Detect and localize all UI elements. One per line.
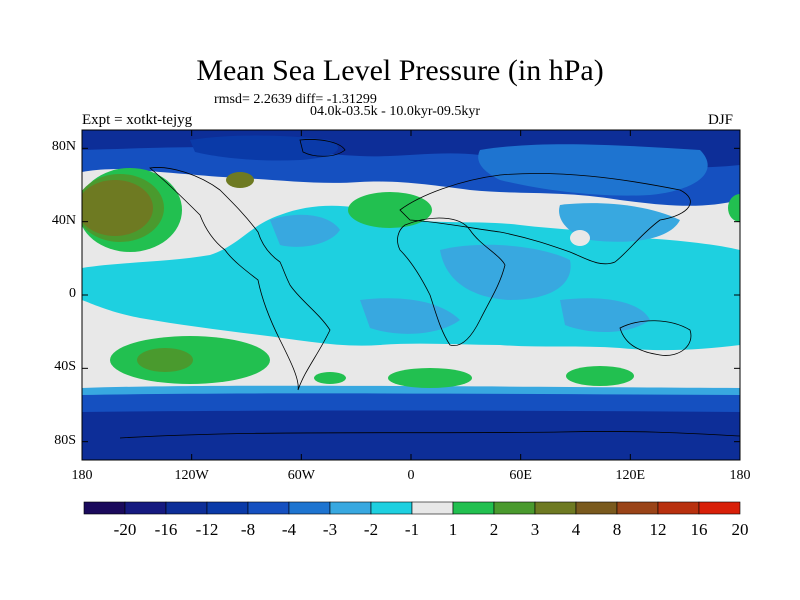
- experiment-label: Expt = xotkt-tejyg: [82, 112, 193, 128]
- indian-ocean-negative-patch: [560, 298, 650, 332]
- atlantic-negative-patch: [270, 214, 340, 247]
- north-america-negative-region: [190, 135, 339, 161]
- colorbar-swatch: [124, 501, 167, 515]
- colorbar-label: 16: [690, 520, 708, 539]
- lat-label: 80N: [51, 139, 76, 155]
- antarctica-coastline: [119, 431, 740, 439]
- coastlines: [119, 139, 740, 439]
- africa-coastline: [397, 217, 506, 347]
- greenland-coastline: [299, 139, 346, 157]
- tibet-neutral-spot: [570, 230, 590, 246]
- north-pacific-positive-core: [82, 180, 153, 236]
- lon-label: 180: [71, 468, 93, 483]
- colorbar-label: -2: [363, 520, 379, 539]
- south-atlantic-positive-patch: [388, 368, 472, 388]
- colorbar-label: -20: [113, 520, 137, 539]
- lon-label: 120E: [615, 468, 646, 483]
- colorbar-label: 1: [448, 520, 458, 539]
- colorbar-label: -3: [322, 520, 338, 539]
- south-atlantic-small-positive: [314, 372, 346, 384]
- south-indian-positive-patch: [566, 366, 634, 386]
- lat-label: 40N: [51, 212, 76, 228]
- colorbar-label: 12: [649, 520, 667, 539]
- lat-label: 80S: [54, 432, 76, 448]
- colorbar-swatch: [657, 501, 700, 515]
- colorbar-swatch: [247, 501, 290, 515]
- colorbar-label: -4: [281, 520, 297, 539]
- asia-negative-patch: [559, 203, 680, 242]
- pressure-anomaly-field: [82, 130, 740, 460]
- canada-positive-patch: [226, 172, 254, 188]
- colorbar-swatch: [329, 501, 372, 515]
- colorbar-swatch: [616, 501, 659, 515]
- colorbar-swatch: [534, 501, 577, 515]
- colorbar-swatch: [411, 501, 454, 515]
- lon-label: 0: [407, 468, 415, 483]
- colorbar-swatch: [83, 501, 126, 515]
- colorbar-swatch: [206, 501, 249, 515]
- colorbar-label: 8: [612, 520, 622, 539]
- lon-label: 180: [729, 468, 751, 483]
- australia-coastline: [619, 320, 692, 356]
- africa-indian-negative-patch: [440, 244, 571, 300]
- lon-label: 60W: [287, 468, 315, 483]
- colorbar-label: -1: [404, 520, 420, 539]
- colorbar-label: -8: [240, 520, 256, 539]
- season-label: DJF: [708, 112, 734, 128]
- lon-label: 120W: [174, 468, 209, 483]
- americas-coastline: [149, 167, 331, 391]
- rmsd-diff-stats: rmsd= 2.2639 diff= -1.31299: [214, 92, 377, 107]
- plot-title: Mean Sea Level Pressure (in hPa): [196, 54, 604, 87]
- time-period-label: 04.0k-03.5k - 10.0kyr-09.5kyr: [310, 104, 481, 119]
- colorbar-label: 20: [731, 520, 749, 539]
- north-atlantic-positive-patch: [348, 192, 432, 228]
- lat-label: 40S: [54, 359, 76, 375]
- eurasia-coastline: [399, 173, 691, 265]
- colorbar-label: 2: [489, 520, 499, 539]
- colorbar-swatch: [493, 501, 536, 515]
- colorbar-swatch: [698, 501, 741, 515]
- south-pacific-positive-core: [137, 348, 193, 372]
- colorbar-swatch: [288, 501, 331, 515]
- axis-ticks: [81, 130, 741, 460]
- dateline-positive-patch: [728, 194, 740, 222]
- colorbar-label: -12: [195, 520, 219, 539]
- colorbar-label: -16: [154, 520, 178, 539]
- colorbar: [83, 501, 741, 515]
- colorbar-label: 3: [530, 520, 540, 539]
- colorbar-swatch: [165, 501, 208, 515]
- eurasia-negative-region: [478, 144, 708, 196]
- antarctic-negative-band: [82, 410, 740, 460]
- colorbar-swatch: [575, 501, 618, 515]
- colorbar-label: 4: [571, 520, 581, 539]
- colorbar-swatch: [452, 501, 495, 515]
- colorbar-swatch: [370, 501, 413, 515]
- lat-label: 0: [69, 286, 76, 301]
- south-atlantic-negative-patch: [360, 298, 460, 334]
- lon-label: 60E: [509, 468, 532, 483]
